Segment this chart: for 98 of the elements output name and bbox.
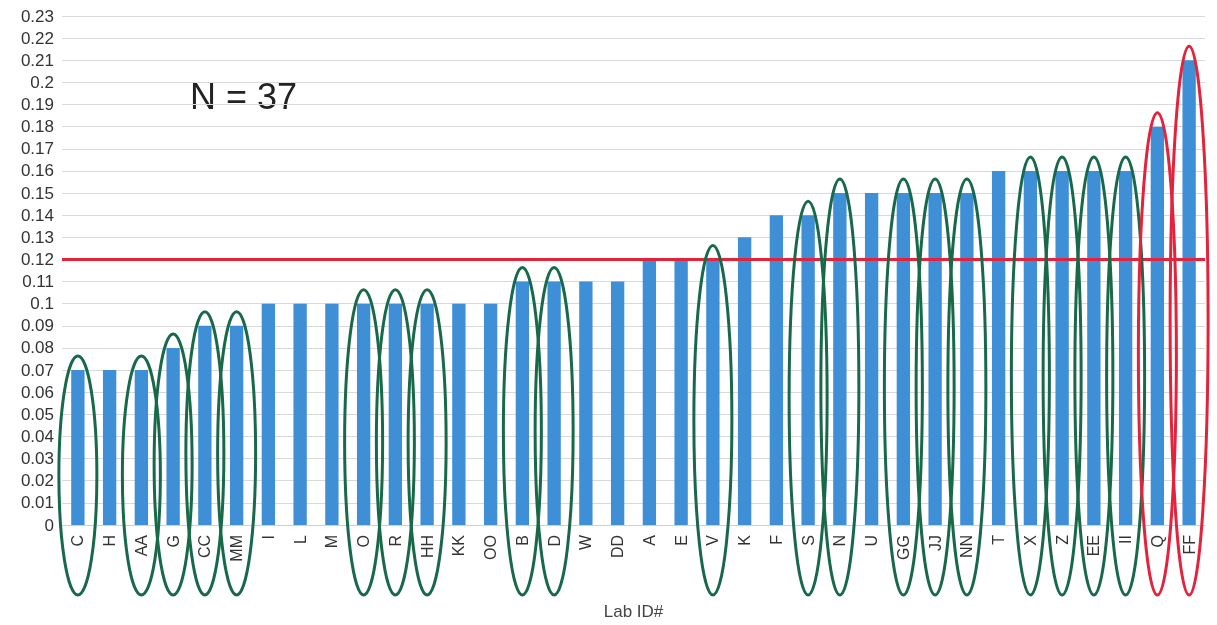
y-tick-label: 0.11	[22, 272, 54, 292]
y-tick-label: 0.2	[30, 72, 54, 92]
bar	[706, 259, 720, 525]
y-tick-label: 0.23	[20, 6, 54, 26]
y-tick-label: 0.12	[20, 249, 54, 269]
x-tick-label: F	[767, 534, 785, 545]
bar	[991, 170, 1006, 525]
bar	[293, 303, 307, 525]
y-tick-label: 0.03	[20, 449, 54, 469]
x-tick-label: MM	[228, 535, 246, 562]
x-tick-label: A	[640, 534, 658, 546]
x-tick-label: CC	[196, 535, 214, 559]
y-tick-label: 0.14	[20, 205, 54, 225]
y-tick-label: 0.17	[20, 139, 54, 159]
y-tick-label: 0.19	[20, 95, 54, 115]
bar	[579, 281, 593, 525]
bar	[102, 370, 117, 525]
bar	[769, 215, 784, 525]
bar	[71, 370, 85, 525]
bar	[1150, 126, 1165, 525]
bar	[452, 303, 466, 525]
bar	[1087, 170, 1101, 525]
y-tick-label: 0.15	[20, 183, 54, 203]
x-tick-label: M	[323, 535, 341, 549]
x-tick-label: B	[513, 535, 531, 546]
bar	[420, 303, 434, 525]
bar	[198, 325, 212, 525]
x-tick-label: DD	[609, 535, 627, 559]
x-tick-label: T	[990, 534, 1008, 545]
y-tick-label: 0.21	[20, 50, 54, 70]
x-tick-label: U	[863, 535, 881, 547]
annotation: N = 37	[190, 75, 298, 117]
bar	[833, 193, 847, 525]
x-tick-label: N	[831, 535, 849, 547]
x-tick-label: V	[704, 534, 722, 546]
x-tick-label: H	[101, 535, 119, 547]
bar	[166, 347, 180, 525]
bar	[1118, 170, 1133, 525]
y-tick-label: 0.05	[20, 404, 54, 424]
x-tick-label: G	[164, 535, 182, 548]
x-tick-label: OO	[482, 535, 500, 560]
bar	[483, 303, 498, 525]
x-tick-label: L	[291, 534, 309, 544]
x-tick-label: D	[545, 535, 563, 547]
bar	[896, 193, 911, 525]
x-tick-label: S	[799, 535, 817, 546]
x-tick-label: K	[736, 534, 754, 546]
bar	[547, 281, 561, 525]
bar	[134, 370, 149, 525]
bar	[801, 215, 815, 525]
x-tick-label: AA	[132, 534, 150, 557]
y-tick-label: 0.04	[20, 426, 54, 446]
bar	[388, 303, 403, 525]
x-tick-label: KK	[450, 534, 468, 557]
x-tick-label: I	[259, 535, 277, 540]
y-tick-label: 0.01	[20, 493, 54, 513]
y-tick-label: 0.1	[30, 294, 54, 314]
x-tick-label: C	[69, 535, 87, 547]
bar	[1023, 170, 1038, 525]
bar	[261, 303, 276, 525]
x-tick-label: HH	[418, 535, 436, 559]
bar	[229, 325, 244, 525]
x-tick-label: EE	[1085, 535, 1103, 557]
bar	[864, 193, 879, 525]
bar	[1055, 170, 1069, 525]
x-tick-label: Z	[1053, 534, 1071, 545]
y-tick-label: 0.22	[20, 28, 54, 48]
y-tick-label: 0.16	[20, 161, 54, 181]
bar	[515, 281, 530, 525]
y-tick-label: 0.08	[20, 338, 54, 358]
bar	[960, 193, 974, 525]
bar	[737, 237, 752, 525]
y-tick-label: 0.07	[20, 360, 54, 380]
bar	[928, 193, 942, 525]
x-tick-label: NN	[958, 535, 976, 559]
x-tick-label: R	[386, 535, 404, 547]
x-tick-label: JJ	[926, 535, 944, 551]
y-tick-label: 0.18	[20, 117, 54, 137]
x-tick-label: W	[577, 534, 595, 551]
bar	[325, 303, 339, 525]
y-tick-label: 0.06	[20, 382, 54, 402]
x-tick-label: O	[355, 535, 373, 548]
bar	[642, 259, 657, 525]
x-tick-label: GG	[894, 535, 912, 560]
y-tick-label: 0.13	[20, 227, 54, 247]
x-tick-label: II	[1117, 535, 1135, 544]
y-tick-label: 0.02	[20, 471, 54, 491]
x-axis-title: Lab ID#	[603, 602, 664, 621]
bar	[1182, 60, 1196, 525]
y-tick-label: 0.09	[20, 316, 54, 336]
x-tick-label: E	[672, 535, 690, 546]
x-tick-label: FF	[1180, 534, 1198, 555]
bar	[356, 303, 371, 525]
x-tick-label: X	[1021, 534, 1039, 546]
bar	[610, 281, 625, 525]
x-tick-label: Q	[1148, 535, 1166, 548]
y-tick-label: 0	[44, 515, 54, 535]
bar	[674, 259, 688, 525]
